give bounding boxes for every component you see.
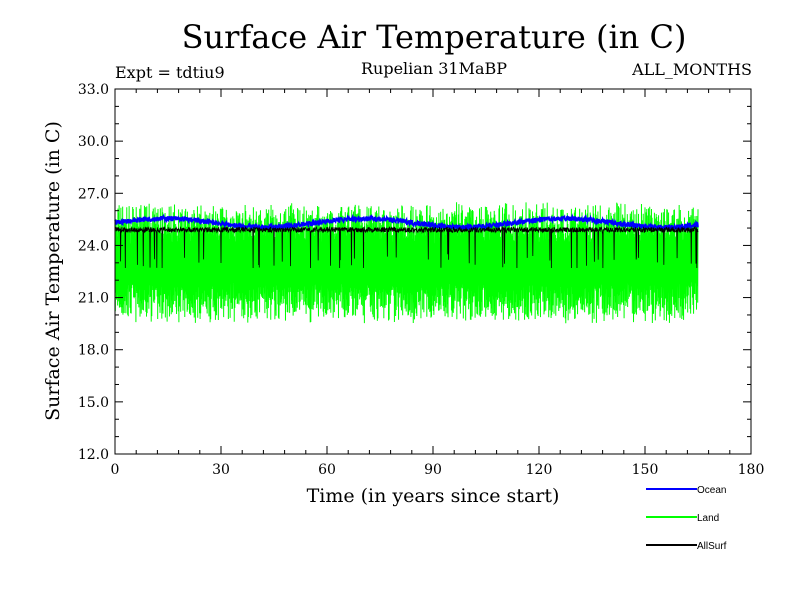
- y-tick-label: 27.0: [78, 186, 109, 202]
- x-axis-label: Time (in years since start): [307, 485, 560, 507]
- months-label: ALL_MONTHS: [631, 60, 752, 79]
- x-tick-label: 60: [318, 462, 336, 478]
- legend-label-land: Land: [697, 513, 719, 524]
- y-tick-label: 18.0: [78, 343, 109, 359]
- y-tick-label: 24.0: [78, 238, 109, 254]
- chart-title: Surface Air Temperature (in C): [182, 18, 687, 56]
- axis-ticks: 0 30 60 90 120 150 180 12.0 15.0 18.0 21.0 24.0 27.0…: [78, 82, 765, 478]
- x-tick-label: 120: [526, 462, 553, 478]
- y-tick-label: 33.0: [78, 82, 109, 98]
- period-label: Rupelian 31MaBP: [361, 59, 507, 78]
- y-tick-label: 21.0: [78, 291, 109, 307]
- x-tick-label: 180: [738, 462, 765, 478]
- legend: Ocean Land AllSurf: [646, 485, 727, 552]
- y-axis-label: Surface Air Temperature (in C): [42, 121, 64, 421]
- series-line-allsurf: [114, 225, 699, 269]
- x-tick-label: 0: [111, 462, 120, 478]
- legend-label-ocean: Ocean: [697, 485, 726, 496]
- y-tick-label: 12.0: [78, 447, 109, 463]
- y-tick-label: 15.0: [78, 395, 109, 411]
- x-tick-label: 150: [632, 462, 659, 478]
- y-tick-label: 30.0: [78, 134, 109, 150]
- legend-label-allsurf: AllSurf: [697, 541, 727, 552]
- x-tick-label: 30: [212, 462, 230, 478]
- plot-series: [114, 202, 699, 324]
- x-tick-label: 90: [424, 462, 442, 478]
- series-line-ocean: [114, 213, 699, 232]
- experiment-label: Expt = tdtiu9: [115, 63, 225, 82]
